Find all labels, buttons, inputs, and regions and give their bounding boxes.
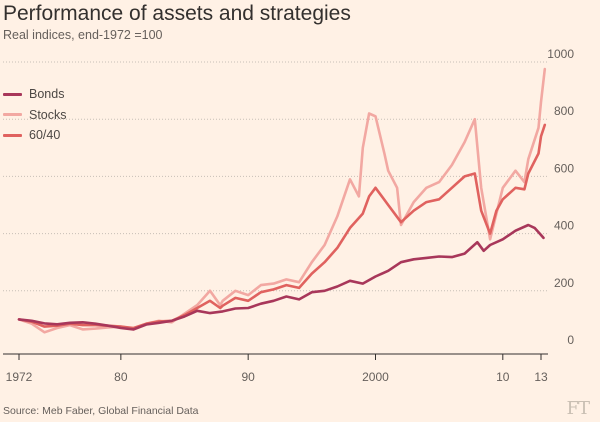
y-tick-label-0: 0: [567, 333, 574, 347]
legend-label-stocks: Stocks: [29, 107, 67, 122]
legend-swatch-60-40: [3, 133, 22, 137]
legend-item-60-40: 60/40: [3, 125, 67, 146]
x-tick-label-1972: 1972: [6, 370, 33, 384]
legend-label-60-40: 60/40: [29, 128, 61, 143]
legend-swatch-stocks: [3, 113, 22, 117]
legend-item-bonds: Bonds: [3, 84, 67, 105]
source-note: Source: Meb Faber, Global Financial Data: [3, 405, 199, 417]
y-tick-label-400: 400: [554, 219, 574, 233]
chart-subtitle: Real indices, end-1972 =100: [3, 28, 163, 42]
series-line-stocks: [17, 67, 547, 334]
x-tick-label-90: 90: [241, 370, 255, 384]
chart-title: Performance of assets and strategies: [3, 2, 351, 25]
series-line-60-40: [17, 123, 547, 330]
y-tick-label-800: 800: [554, 104, 574, 118]
x-tick-label-10: 10: [496, 370, 510, 384]
y-tick-label-1000: 1000: [547, 47, 574, 61]
x-tick-label-13: 13: [534, 370, 548, 384]
ft-logo: FT: [566, 398, 590, 419]
y-tick-label-200: 200: [554, 276, 574, 290]
legend-item-stocks: Stocks: [3, 105, 67, 126]
series-line-bonds: [17, 223, 545, 331]
y-tick-label-600: 600: [554, 161, 574, 175]
x-tick-label-2000: 2000: [362, 370, 389, 384]
legend: Bonds Stocks 60/40: [3, 84, 67, 146]
legend-label-bonds: Bonds: [29, 87, 65, 102]
x-tick-label-80: 80: [114, 370, 128, 384]
legend-swatch-bonds: [3, 92, 22, 96]
